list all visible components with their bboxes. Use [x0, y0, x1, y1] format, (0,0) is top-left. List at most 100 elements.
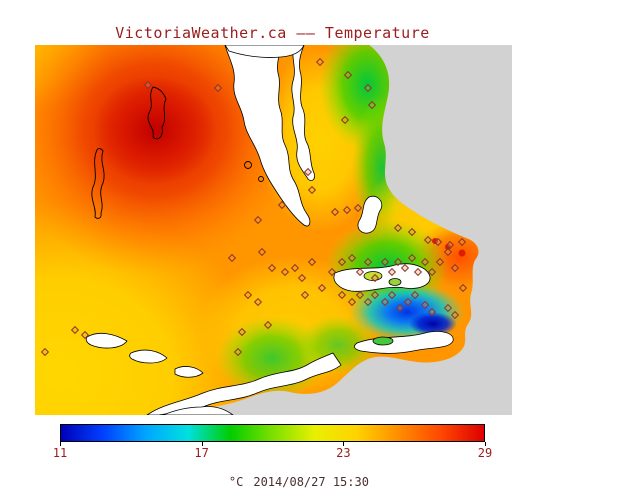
colorbar-tick-label: 11: [52, 446, 68, 460]
colorbar-tick-label: 29: [477, 446, 493, 460]
station-marker: [337, 290, 347, 300]
bottom-inlet-wedge: [162, 406, 234, 415]
station-marker: [445, 240, 455, 250]
station-marker: [243, 290, 253, 300]
station-marker: [280, 267, 290, 277]
station-marker: [363, 257, 373, 267]
station-marker: [407, 253, 417, 263]
station-marker: [413, 267, 423, 277]
station-marker: [407, 227, 417, 237]
station-marker: [340, 115, 350, 125]
station-marker: [427, 267, 437, 277]
station-marker: [450, 263, 460, 273]
station-marker: [443, 247, 453, 257]
station-marker: [327, 267, 337, 277]
colorbar-tick: [201, 442, 203, 446]
station-marker: [457, 237, 467, 247]
station-marker: [450, 310, 460, 320]
station-marker: [443, 303, 453, 313]
satellite-channel: [224, 45, 305, 58]
station-marker: [353, 203, 363, 213]
lake-southwest-3: [174, 366, 204, 378]
station-marker: [317, 283, 327, 293]
station-marker: [237, 327, 247, 337]
station-marker: [263, 320, 273, 330]
station-marker: [300, 290, 310, 300]
bay-east: [357, 195, 383, 234]
lake-outlines: [91, 86, 264, 219]
station-marker: [343, 70, 353, 80]
colorbar-tick: [485, 442, 486, 446]
inlet-east-arm: [291, 45, 315, 181]
station-marker: [297, 273, 307, 283]
colorbar-tick-label: 17: [194, 446, 209, 460]
station-marker: [393, 257, 403, 267]
station-marker: [253, 297, 263, 307]
timestamp: 2014/08/27 15:30: [253, 475, 369, 489]
station-marker: [387, 267, 397, 277]
station-marker: [277, 200, 287, 210]
station-marker: [395, 303, 405, 313]
station-marker: [213, 83, 223, 93]
station-marker: [423, 235, 433, 245]
station-marker: [420, 257, 430, 267]
station-marker: [347, 253, 357, 263]
page-title: VictoriaWeather.ca —— Temperature: [115, 24, 430, 42]
water-bodies: [85, 45, 454, 415]
lake-southwest-2: [129, 349, 168, 364]
station-marker: [307, 257, 317, 267]
station-marker: [367, 100, 377, 110]
station-marker: [410, 290, 420, 300]
station-marker: [458, 283, 468, 293]
station-marker: [337, 257, 347, 267]
lake-outline-west: [91, 148, 105, 219]
station-markers: [40, 57, 468, 357]
station-marker: [363, 83, 373, 93]
station-marker: [355, 267, 365, 277]
station-marker: [315, 57, 325, 67]
station-marker: [433, 237, 443, 247]
station-marker: [303, 167, 313, 177]
island-3: [372, 336, 394, 346]
station-marker: [380, 257, 390, 267]
lake-outline-northwest: [147, 86, 167, 140]
station-marker: [403, 297, 413, 307]
saanich-inlet: [224, 45, 311, 227]
station-marker: [253, 215, 263, 225]
station-marker: [70, 325, 80, 335]
station-marker: [427, 307, 437, 317]
station-marker: [40, 347, 50, 357]
station-marker: [370, 273, 380, 283]
pond-outline-2: [258, 176, 264, 182]
island-2: [388, 278, 402, 286]
station-marker: [400, 263, 410, 273]
station-marker: [143, 80, 153, 90]
station-marker: [420, 300, 430, 310]
station-marker: [370, 290, 380, 300]
station-marker: [380, 297, 390, 307]
pond-outline-1: [244, 161, 252, 169]
station-marker: [290, 263, 300, 273]
temperature-map: [35, 45, 512, 415]
colorbar-tick: [343, 442, 345, 446]
colorbar-tick: [60, 442, 61, 446]
station-marker: [363, 297, 373, 307]
station-marker: [257, 247, 267, 257]
station-marker: [387, 290, 397, 300]
colorbar-caption: °C 2014/08/27 15:30: [200, 461, 379, 503]
southeast-strait: [354, 331, 454, 354]
station-marker: [267, 263, 277, 273]
station-marker: [80, 330, 90, 340]
station-marker: [435, 257, 445, 267]
station-marker: [233, 347, 243, 357]
lake-southwest-1: [85, 332, 128, 349]
colorbar-tick-label: 23: [336, 446, 351, 460]
station-marker: [227, 253, 237, 263]
colorbar: [60, 424, 485, 442]
station-marker: [307, 185, 317, 195]
station-marker: [355, 290, 365, 300]
station-marker: [393, 223, 403, 233]
juan-de-fuca-band: [146, 352, 342, 415]
station-marker: [330, 207, 340, 217]
station-marker: [347, 297, 357, 307]
